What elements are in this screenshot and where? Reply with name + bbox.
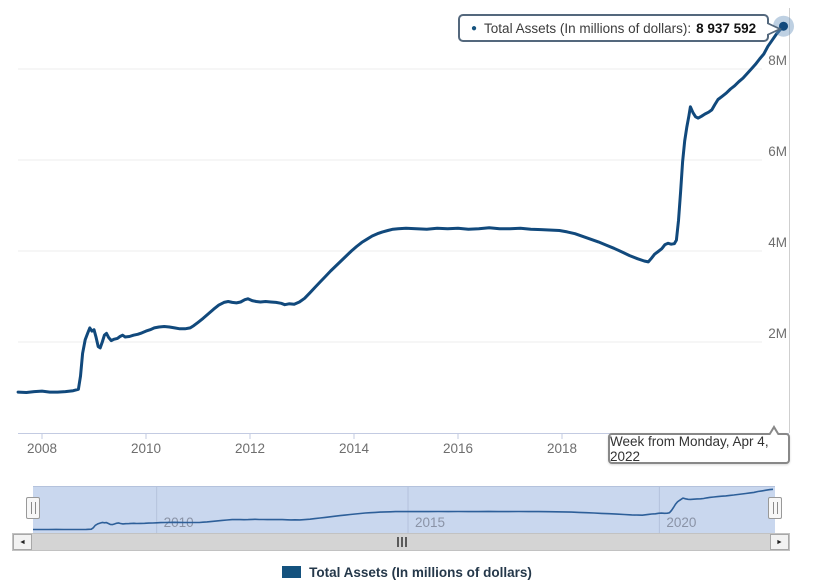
right-arrow-icon: ► <box>776 538 783 546</box>
scrollbar-right-arrow-button[interactable]: ► <box>770 534 789 550</box>
chart-legend[interactable]: Total Assets (In millions of dollars) <box>0 561 814 583</box>
y-axis-label: 4M <box>768 235 787 250</box>
navigator-year-label: 2015 <box>415 515 445 530</box>
total-assets-line <box>16 24 785 394</box>
series-tooltip: ● Total Assets (In millions of dollars):… <box>458 14 783 42</box>
y-axis-label: 8M <box>768 53 787 68</box>
x-axis-label: 2018 <box>547 441 577 456</box>
chart-scrollbar[interactable]: ◄ ► <box>12 533 790 551</box>
navigator-series-line <box>33 488 774 531</box>
x-axis-label: 2016 <box>443 441 473 456</box>
legend-swatch-icon <box>282 566 302 578</box>
x-axis-label: 2014 <box>339 441 370 456</box>
x-axis-label: 2010 <box>131 441 161 456</box>
chart-plot-area[interactable]: 2M4M6M8M20082010201220142016201820202010… <box>0 0 814 556</box>
left-arrow-icon: ◄ <box>19 538 26 546</box>
tooltip-value: 8 937 592 <box>696 20 757 36</box>
y-axis-label: 2M <box>768 326 787 341</box>
date-label: Week from Monday, Apr 4, 2022 <box>610 433 769 464</box>
tooltip-series-label: Total Assets (In millions of dollars): <box>484 20 692 36</box>
series-bullet-icon: ● <box>471 22 478 34</box>
navigator-right-handle[interactable] <box>768 497 782 519</box>
handle-grip-icon <box>30 502 36 514</box>
x-axis-label: 2008 <box>27 441 57 456</box>
navigator-year-label: 2020 <box>666 515 696 530</box>
scrollbar-drag-grip[interactable] <box>397 537 407 547</box>
scrollbar-left-arrow-button[interactable]: ◄ <box>13 534 32 550</box>
navigator-left-handle[interactable] <box>26 497 40 519</box>
x-axis-date-tooltip: Week from Monday, Apr 4, 2022 <box>608 425 790 464</box>
x-axis-label: 2012 <box>235 441 265 456</box>
navigator-selected-area <box>33 486 775 534</box>
handle-grip-icon <box>772 502 778 514</box>
legend-label: Total Assets (In millions of dollars) <box>309 564 532 580</box>
y-axis-label: 6M <box>768 144 787 159</box>
